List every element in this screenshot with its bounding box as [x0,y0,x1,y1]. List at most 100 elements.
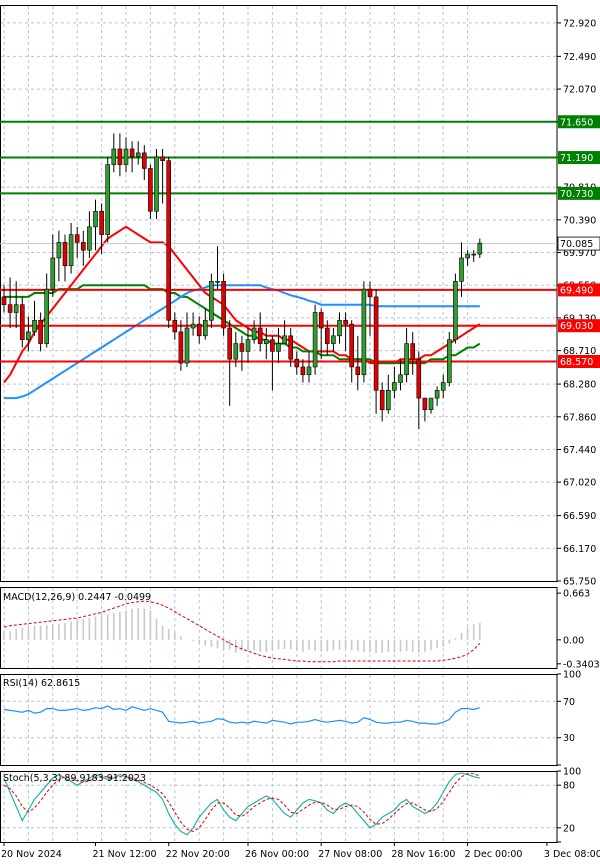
stoch-panel-frame [0,771,558,843]
candle-body [361,288,367,376]
current-price-box [557,236,600,251]
stoch-main-line [3,772,480,836]
price-tick-label: 70.390 [563,215,596,226]
candle-body [392,382,397,391]
candle-body [32,319,37,333]
candle-body [446,339,452,383]
candle-body [209,281,214,321]
candle-body [184,327,190,364]
level-label-box [558,354,600,368]
price-tick-label: 66.590 [563,511,596,522]
price-tick-label: 72.920 [563,18,596,29]
candle-body [416,358,422,399]
candle-body [74,234,80,243]
candle-body [379,389,385,411]
price-tick-label: 72.490 [563,52,596,63]
price-tick-label: 69.970 [563,248,596,259]
level-label-box [558,186,600,200]
candle-body [81,242,86,251]
candle-body [270,339,275,352]
macd-panel-frame [0,587,558,669]
price-tick-label: 68.710 [563,346,596,357]
candle-body [50,257,56,290]
price-tick-label: 69.130 [563,313,596,324]
candle-body [459,257,464,282]
candle-body [38,319,43,344]
macd-tick-label: 0.00 [563,635,584,646]
candle-body [471,253,477,256]
candle-body [404,343,409,376]
candle-body [306,366,312,376]
candle-body [233,343,239,360]
candle-body [343,319,348,325]
candle-body [190,323,196,329]
time-axis-label: 28 Nov 16:00 [391,849,455,860]
stoch-tick-label: 100 [563,767,581,778]
candle-body [129,148,135,158]
price-tick-label: 68.280 [563,380,596,391]
price-tick-label: 72.070 [563,85,596,96]
price-panel-frame [0,5,558,582]
level-label: 71.190 [560,153,593,164]
candle-body [465,253,470,259]
candle-body [68,234,74,267]
candle-body [385,389,391,411]
macd-title: MACD(12,26,9) 0.2447 -0.0499 [3,592,151,603]
candle-body [300,366,306,376]
time-axis-label: 21 Nov 12:00 [93,849,157,860]
candle-body [398,374,403,383]
level-label: 68.570 [560,357,593,368]
level-label-box [558,115,600,129]
candle-body [257,327,263,344]
candle-body [19,304,25,341]
level-label-box [558,283,600,297]
candle-body [123,148,129,165]
rsi-tick-label: 30 [563,733,575,744]
candle-body [203,319,208,337]
rsi-title: RSI(14) 62.8615 [3,678,80,689]
stoch-tick-label: 80 [563,781,575,792]
candle-body [227,327,232,360]
candle-body [422,397,428,411]
level-label-box [558,319,600,333]
price-tick-label: 65.750 [563,577,596,588]
candle-body [215,281,220,283]
candle-body [349,323,355,368]
candle-body [7,304,13,313]
candle-body [160,156,165,161]
candle-body [477,242,483,255]
macd-signal-line [3,600,481,663]
candle-body [288,335,294,360]
level-label-box [558,151,600,165]
stoch-tick-label: 20 [563,823,575,834]
candle-body [93,210,98,228]
candle-body [172,319,178,333]
level-label: 69.490 [560,285,593,296]
candle-body [135,152,141,158]
candle-body [99,210,104,235]
level-label: 70.730 [560,189,593,200]
candle-body [373,296,379,391]
candle-body [239,343,245,352]
candle-body [111,148,117,165]
rsi-line [3,705,480,725]
candle-body [312,312,318,368]
candle-body [44,288,50,344]
candle-body [434,389,440,399]
time-axis-label: 27 Nov 08:00 [318,849,382,860]
stoch-title: Stoch(5,3,3) 89.9183 91.2023 [3,773,146,784]
candle-body [148,168,153,212]
macd-tick-label: -0.3403 [563,659,600,670]
price-tick-label: 67.860 [563,412,596,423]
rsi-tick-label: 70 [563,697,575,708]
candle-body [263,339,269,344]
candle-body [178,331,184,364]
candle-body [13,304,19,313]
price-tick-label: 67.440 [563,445,596,456]
candle-body [154,156,159,212]
candle-body [196,323,202,337]
candle-body [367,288,373,298]
candle-body [337,319,342,337]
candle-body [355,366,361,376]
